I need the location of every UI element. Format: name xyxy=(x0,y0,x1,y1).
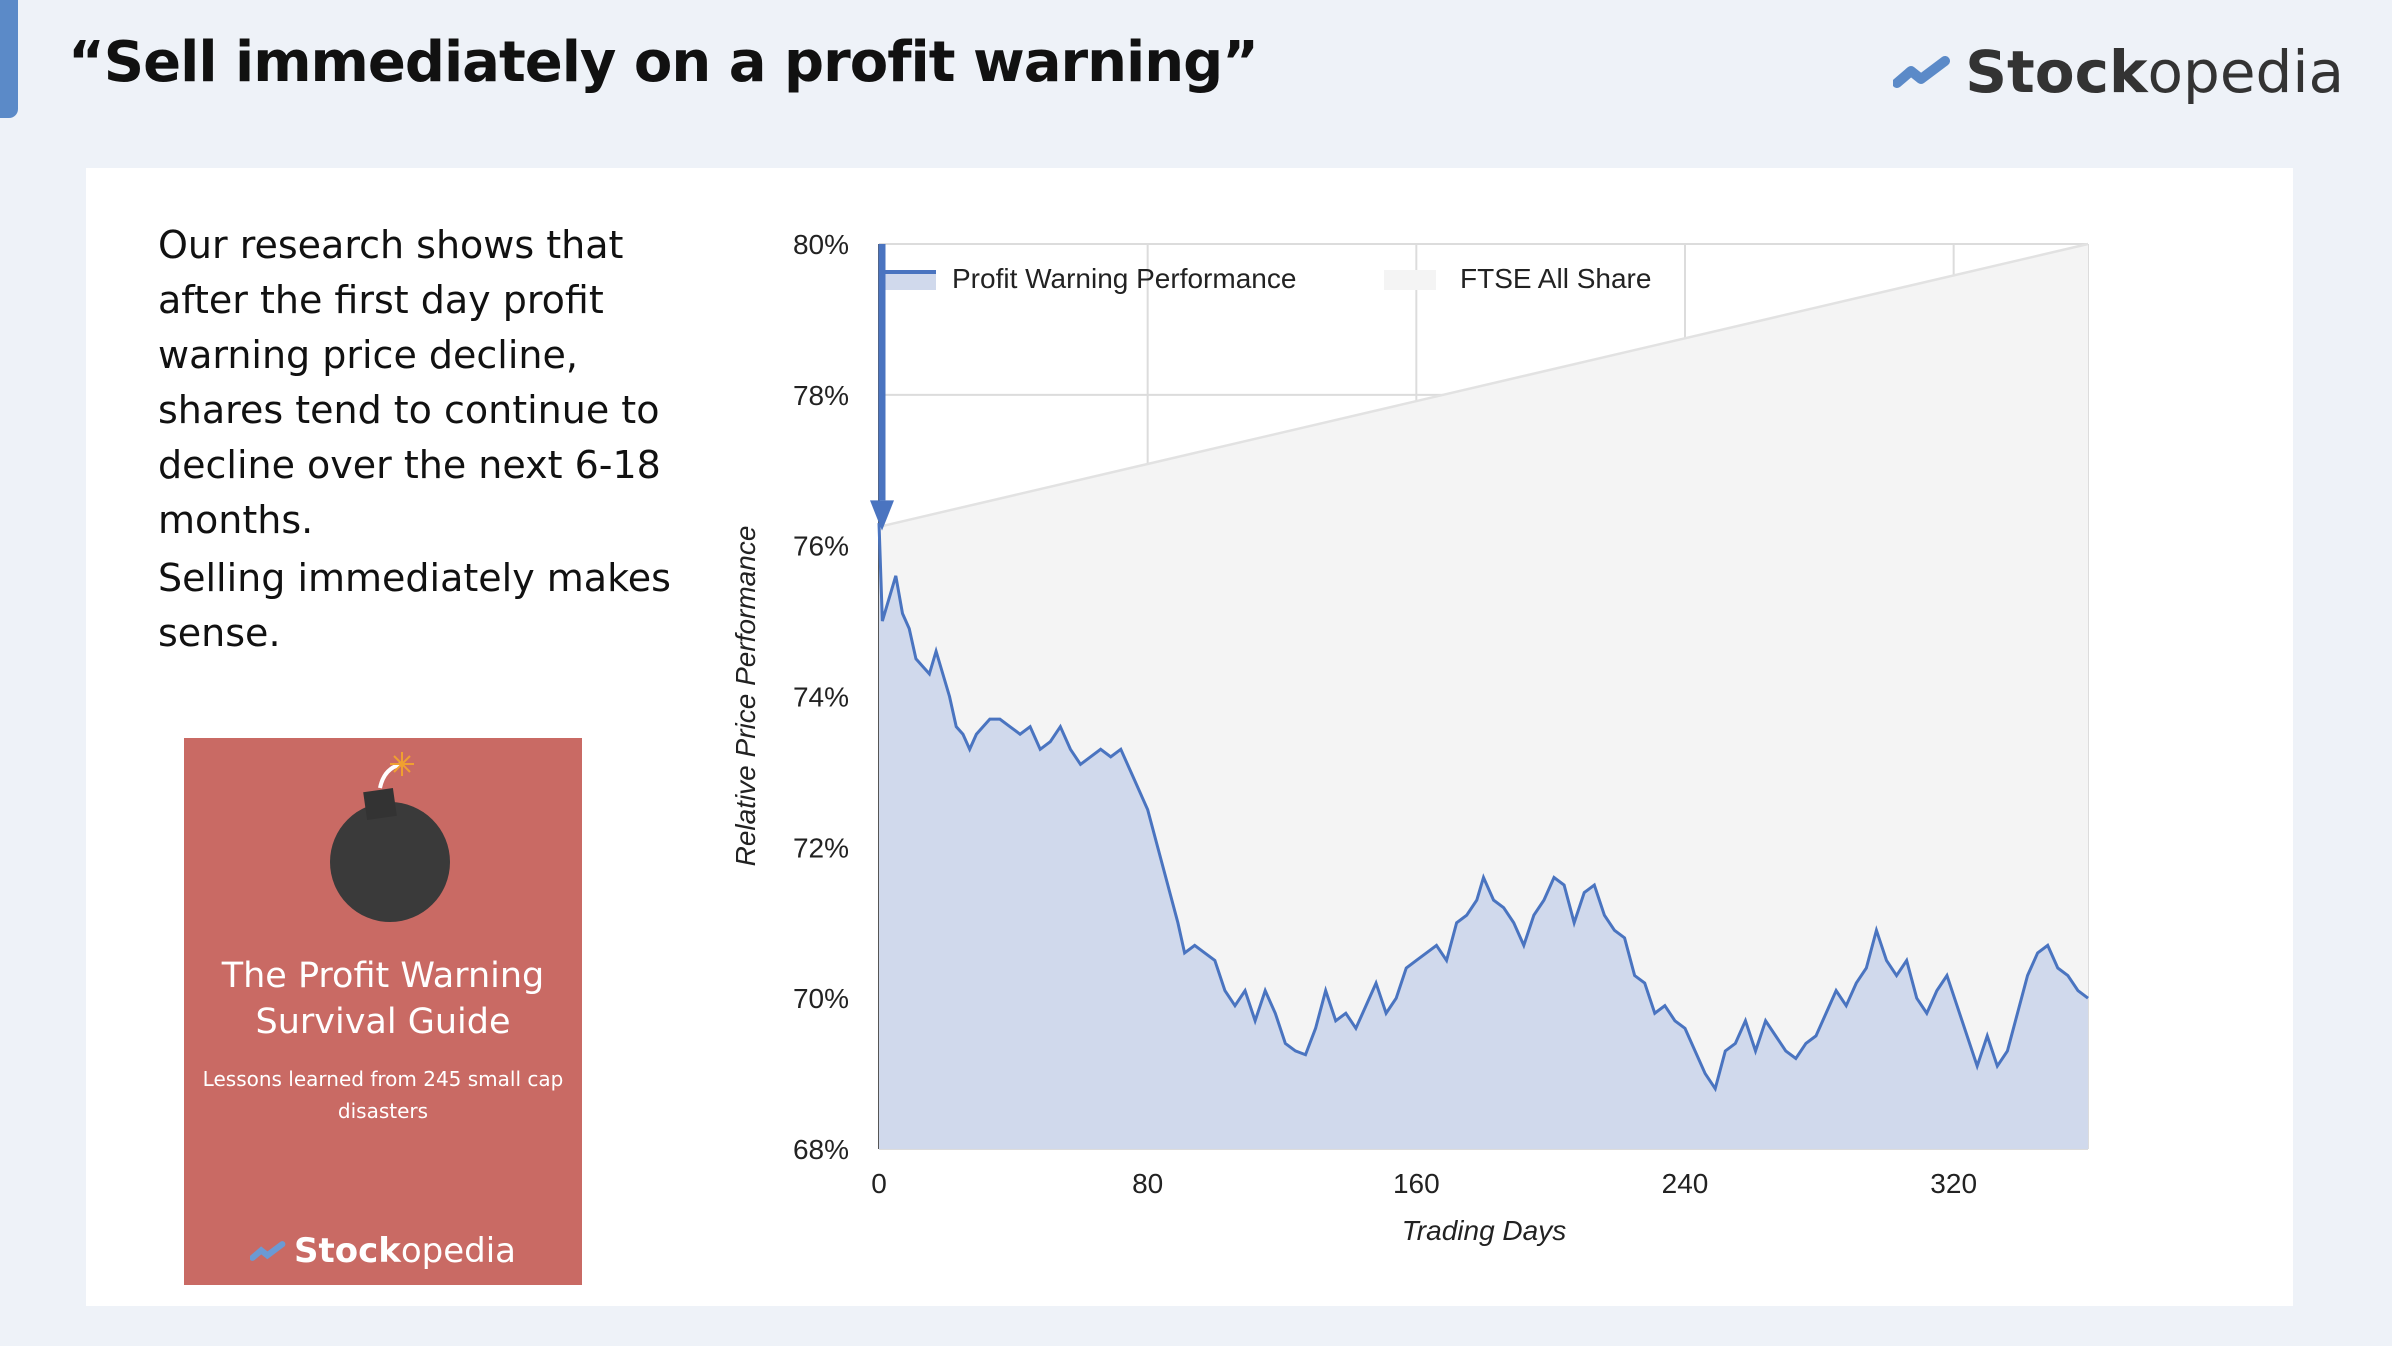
bomb-icon xyxy=(330,752,450,922)
x-tick-label: 320 xyxy=(1930,1168,1977,1199)
y-tick-label: 80% xyxy=(793,229,849,260)
accent-bar xyxy=(0,0,18,118)
stockopedia-logo: Stockopedia xyxy=(1893,38,2344,106)
arrow-head-icon xyxy=(870,500,894,531)
y-tick-label: 76% xyxy=(793,531,849,562)
y-tick-label: 74% xyxy=(793,682,849,713)
book-title: The Profit Warning Survival Guide xyxy=(221,956,545,1042)
x-tick-label: 240 xyxy=(1662,1168,1709,1199)
x-tick-label: 0 xyxy=(871,1168,887,1199)
book-subtitle: Lessons learned from 245 small cap disas… xyxy=(202,1067,564,1123)
book-logo: Stockopedia xyxy=(184,1231,582,1271)
y-tick-label: 72% xyxy=(793,832,849,863)
book-logo-light: opedia xyxy=(400,1231,517,1271)
x-axis-title: Trading Days xyxy=(1402,1215,1566,1246)
conclusion-paragraph: Selling immediately makes sense. xyxy=(158,556,671,655)
profit-warning-area xyxy=(879,523,2088,1149)
legend-label-profit-warning: Profit Warning Performance xyxy=(952,263,1296,294)
logo-text-light: opedia xyxy=(2147,38,2344,106)
profit-warning-line xyxy=(877,522,2089,1093)
decline-arrow xyxy=(870,244,894,531)
ftse-area xyxy=(879,244,2088,1149)
y-tick-label: 70% xyxy=(793,983,849,1014)
x-tick-label: 80 xyxy=(1132,1168,1163,1199)
logo-chart-icon xyxy=(249,1241,286,1261)
book-logo-bold: Stock xyxy=(293,1231,401,1271)
x-tick-label: 160 xyxy=(1393,1168,1440,1199)
slide-title: “Sell immediately on a profit warning” xyxy=(68,30,1259,95)
y-tick-label: 68% xyxy=(793,1134,849,1165)
legend-label-ftse: FTSE All Share xyxy=(1460,263,1651,294)
y-axis-title: Relative Price Performance xyxy=(730,526,761,867)
legend-swatch-profit-warning xyxy=(884,270,936,290)
y-tick-label: 78% xyxy=(793,380,849,411)
book-cover[interactable]: The Profit Warning Survival Guide Lesson… xyxy=(184,738,582,1285)
legend-swatch-ftse xyxy=(1384,270,1436,290)
logo-chart-icon xyxy=(1893,56,1951,88)
logo-text-bold: Stock xyxy=(1965,38,2148,106)
research-paragraph: Our research shows that after the first … xyxy=(158,223,661,542)
ftse-line xyxy=(878,242,2089,529)
